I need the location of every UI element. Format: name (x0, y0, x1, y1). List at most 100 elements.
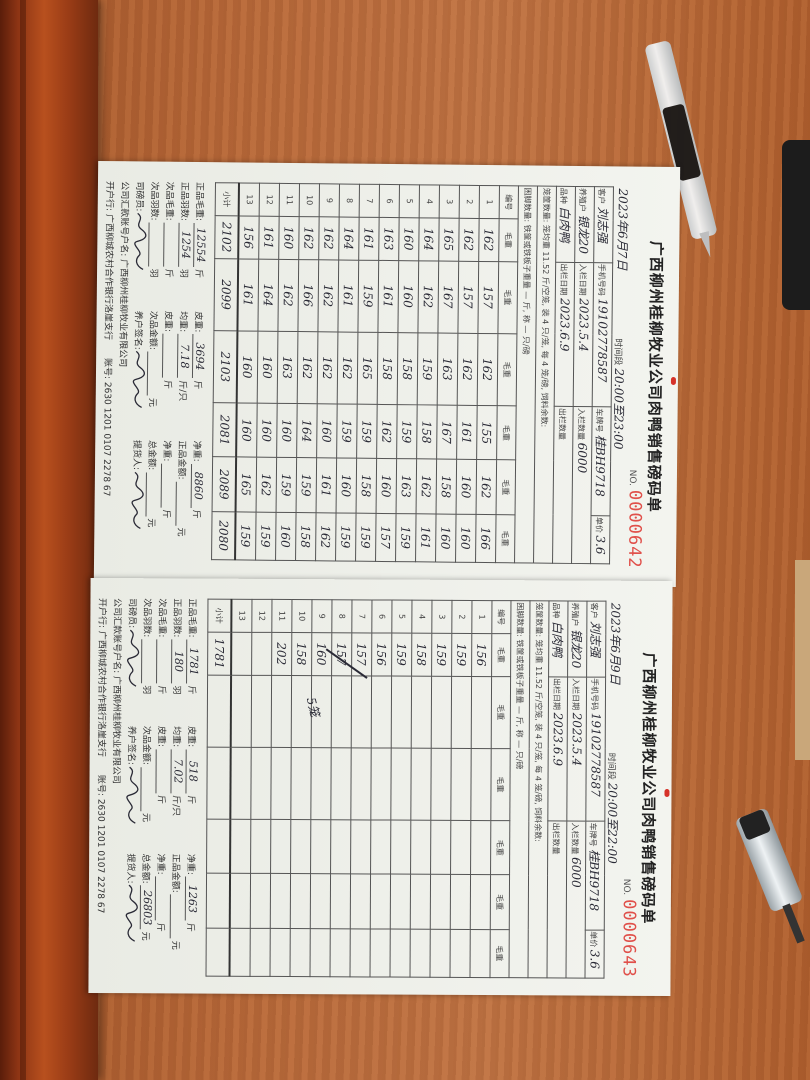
out-qty-cell: 出栏数量 (552, 406, 574, 564)
in-qty-label: 入栏数量 (570, 822, 580, 855)
out-qty-cell: 出栏数量 (547, 820, 567, 978)
weight-cell: 160 (275, 511, 297, 561)
table-row: 6 163 161 158 162 160 157 (375, 184, 400, 562)
weight-cell: 156 (371, 632, 392, 676)
tare-value: 518 (185, 749, 200, 794)
row-number: 11 (271, 599, 292, 633)
col-header-weight: 毛重 (496, 405, 517, 461)
weight-cell: 155 (476, 405, 498, 460)
table-row: 4 158 (410, 600, 432, 978)
cage-line: 笼筐数量: 笼均重 11.52 斤/空笼, 装 4 只/笼, 每 4 笼/磅, … (528, 600, 549, 978)
picker-label: 提货人: (124, 853, 136, 884)
row-number: 1 (471, 600, 492, 634)
bad-amount-field: 次品金额: 元 (146, 311, 160, 440)
weight-cell (430, 748, 452, 821)
serial-number: NO. 0000643 (619, 879, 640, 978)
account-name: 公司汇款账号户名: 广西柳州桂柳牧业有限公司 (117, 181, 130, 368)
time-slot: 时间段 20:00至23:00 (610, 338, 628, 449)
price-label: 单价 (594, 516, 604, 533)
weight-cell: 160 (336, 458, 357, 513)
bank-name: 开户行: 广西柳城农村合作银行洛崖支行 (102, 181, 115, 341)
weight-cell: 165 (235, 457, 257, 512)
weight-cell: 162 (315, 512, 337, 561)
bad-gross-value (163, 222, 165, 267)
signature-row: 司磅员: 养户签名: 提货人: (124, 598, 141, 981)
good-count-value: 180 (171, 639, 185, 684)
info-row: 困脚数量: 铁筐或铁板子重量 — 斤, 称 — 只/磅 (509, 600, 530, 978)
table-row: 13 (229, 599, 252, 977)
weight-cell: 162 (476, 459, 497, 515)
weight-cell: 156 (238, 215, 260, 259)
out-date-cell: 出栏日期 2023.6.9 (547, 676, 568, 822)
weight-cell (251, 674, 272, 748)
customer-label: 客户 (589, 602, 599, 619)
form-footer: 正品毛重: 12554 斤皮重: 3694 斤净重: 8860 斤正品羽数: 1254 羽均重:… (100, 181, 209, 570)
weigher-field: 司磅员: (133, 181, 148, 310)
phone-cell: 手机号码 19102778587 (592, 262, 613, 407)
good-count-unit: 羽 (177, 268, 189, 278)
weight-cell: 158 (416, 404, 438, 460)
cage-line: 笼筐数量: 笼均重 11.52 斤/空笼, 装 4 只/笼, 每 4 笼/磅, … (533, 186, 557, 564)
weight-cell: 158 (397, 332, 418, 405)
subtotal-cell: 2099 (213, 258, 239, 331)
table-row: 2 162 157 162 161 160 160 (455, 185, 480, 563)
info-row: 养殖户 银龙20 入栏日期 2023.5.4 入栏数量 6000 (566, 600, 587, 979)
red-mark (664, 788, 670, 797)
farmer-value: 银龙20 (576, 214, 592, 254)
plate-cell: 车牌号 桂BH9718 (591, 406, 612, 516)
weight-cell (290, 747, 312, 820)
picker-signature (125, 884, 139, 944)
total-amount-unit: 元 (145, 518, 156, 528)
avg-weight-value: 7.18 (176, 334, 191, 379)
weight-cell: 159 (276, 457, 297, 513)
weight-cell: 157 (457, 260, 479, 334)
in-date-cell: 入栏日期 2023.5.4 (566, 676, 587, 822)
serial-value: 0000643 (618, 899, 639, 978)
info-row: 困脚数量: 铁筐或铁板子重量 — 斤, 称 — 只/磅 (514, 185, 538, 564)
bad-tare-value (155, 749, 157, 794)
total-amount-unit: 元 (139, 931, 150, 941)
weight-cell: 162 (297, 331, 318, 404)
weight-cell: 160 (276, 403, 298, 458)
table-row: 11 160 162 163 160 159 160 (275, 183, 300, 561)
footer-row: 正品毛重: 12554 斤皮重: 3694 斤净重: 8860 斤 (190, 182, 209, 570)
good-amount-field: 正品金额: 元 (169, 854, 183, 982)
weight-cell (231, 632, 252, 675)
weight-cell: 158 (436, 459, 457, 514)
row-number: 10 (299, 183, 320, 217)
table-row: 12 161 164 160 160 162 159 (255, 183, 280, 561)
weight-cell (370, 928, 391, 978)
weight-cell: 160 (435, 513, 457, 563)
weight-cell: 166 (475, 514, 497, 563)
table-row: 1 156 (470, 600, 492, 978)
weight-cell (391, 675, 412, 748)
breed-label: 品种 (551, 602, 561, 619)
phone-value: 19102778587 (588, 712, 603, 797)
weight-cell: 160 (316, 403, 338, 459)
signature-row: 司磅员: 养户签名: 提货人: (130, 181, 149, 569)
good-gross-label: 正品毛重: (193, 181, 204, 222)
weight-cell (270, 819, 291, 874)
farmer-label: 养殖户 (570, 602, 580, 627)
weight-cell: 161 (237, 258, 259, 331)
time-label: 时间段 (605, 752, 616, 780)
bad-net-unit: 斤 (154, 922, 165, 932)
price-cell: 单价 3.6 (585, 929, 605, 979)
weight-cell: 160 (236, 402, 258, 458)
bad-amount-label: 次品金额: (147, 310, 158, 350)
info-row: 笼筐数量: 笼均重 11.52 斤/空笼, 装 4 只/笼, 每 4 笼/磅, … (533, 186, 557, 564)
serial-label: NO. (620, 878, 632, 896)
net-weight-field: 净重: 1263 斤 (184, 854, 199, 982)
row-number: 3 (439, 185, 460, 219)
table-row: 9 160 (310, 599, 332, 977)
good-amount-label: 正品金额: (175, 440, 187, 480)
weigher-signature (133, 211, 148, 271)
good-count-unit: 羽 (170, 685, 182, 695)
weight-cell (470, 929, 491, 978)
serial-label: NO. (626, 469, 638, 486)
customer-label: 客户 (597, 188, 607, 205)
pen-cap (738, 808, 772, 841)
subtotal-cell: 2102 (214, 215, 239, 259)
bad-count-unit: 羽 (147, 268, 159, 278)
net-weight-unit: 斤 (184, 922, 195, 932)
